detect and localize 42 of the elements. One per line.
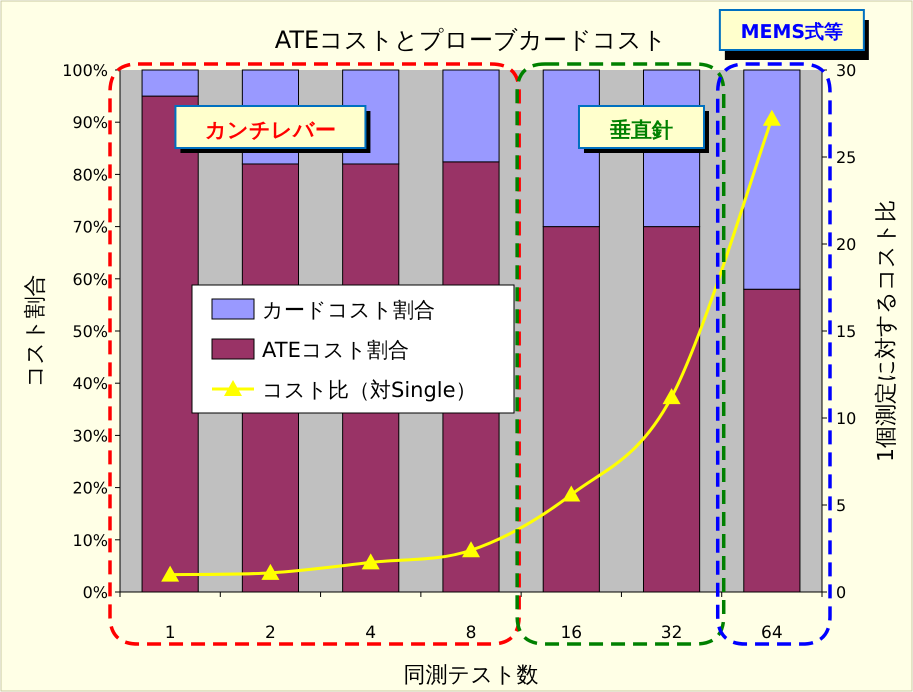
point xyxy=(562,486,580,502)
y2-tick-label: 0 xyxy=(836,583,846,602)
y-tick-label: 100% xyxy=(62,61,108,80)
point xyxy=(762,110,781,126)
y2-axis-title: 1個測定に対するコスト比 xyxy=(874,200,899,462)
y-tick-label: 20% xyxy=(72,478,108,498)
y-tick-label: 80% xyxy=(72,165,108,184)
y2-tick-label: 10 xyxy=(836,409,856,428)
y-tick-label: 10% xyxy=(72,530,108,550)
point xyxy=(261,564,280,580)
y2-tick-label: 25 xyxy=(836,148,856,167)
point xyxy=(161,566,180,582)
y2-tick-label: 15 xyxy=(836,322,856,341)
x-tick-label: 64 xyxy=(761,623,783,643)
point xyxy=(462,541,480,558)
x-tick-label: 4 xyxy=(365,623,376,643)
text: MEMS式等 xyxy=(740,21,844,43)
legend-label: ATEコスト割合 xyxy=(262,338,409,362)
y2-tick-label: 20 xyxy=(836,235,856,254)
chart-title: ATEコストとプローブカードコスト xyxy=(274,26,668,54)
y-axis-title: コスト割合 xyxy=(23,274,48,388)
point xyxy=(362,553,380,570)
x-tick-label: 16 xyxy=(560,623,582,643)
y-tick-label: 40% xyxy=(72,374,108,394)
y-tick-label: 60% xyxy=(72,270,108,289)
y-tick-label: 30% xyxy=(72,426,108,446)
y2-tick-label: 30 xyxy=(836,61,856,80)
x-tick-label: 8 xyxy=(466,623,476,643)
y-tick-label: 0% xyxy=(82,583,108,602)
y2-tick-label: 5 xyxy=(836,496,846,515)
legend-label: カードコスト割合 xyxy=(262,298,435,322)
x-tick-label: 32 xyxy=(660,623,682,643)
point xyxy=(662,388,681,404)
x-axis-title: 同測テスト数 xyxy=(404,663,538,688)
y-tick-label: 70% xyxy=(72,218,108,237)
y-tick-label: 90% xyxy=(72,113,108,132)
annotation: カンチレバー xyxy=(204,118,336,142)
x-tick-label: 1 xyxy=(164,623,176,643)
x-tick-label: 2 xyxy=(265,623,276,643)
y-tick-label: 50% xyxy=(72,322,108,341)
annotation: 垂直針 xyxy=(608,118,673,142)
legend-label: コスト比（対Single） xyxy=(262,378,477,402)
